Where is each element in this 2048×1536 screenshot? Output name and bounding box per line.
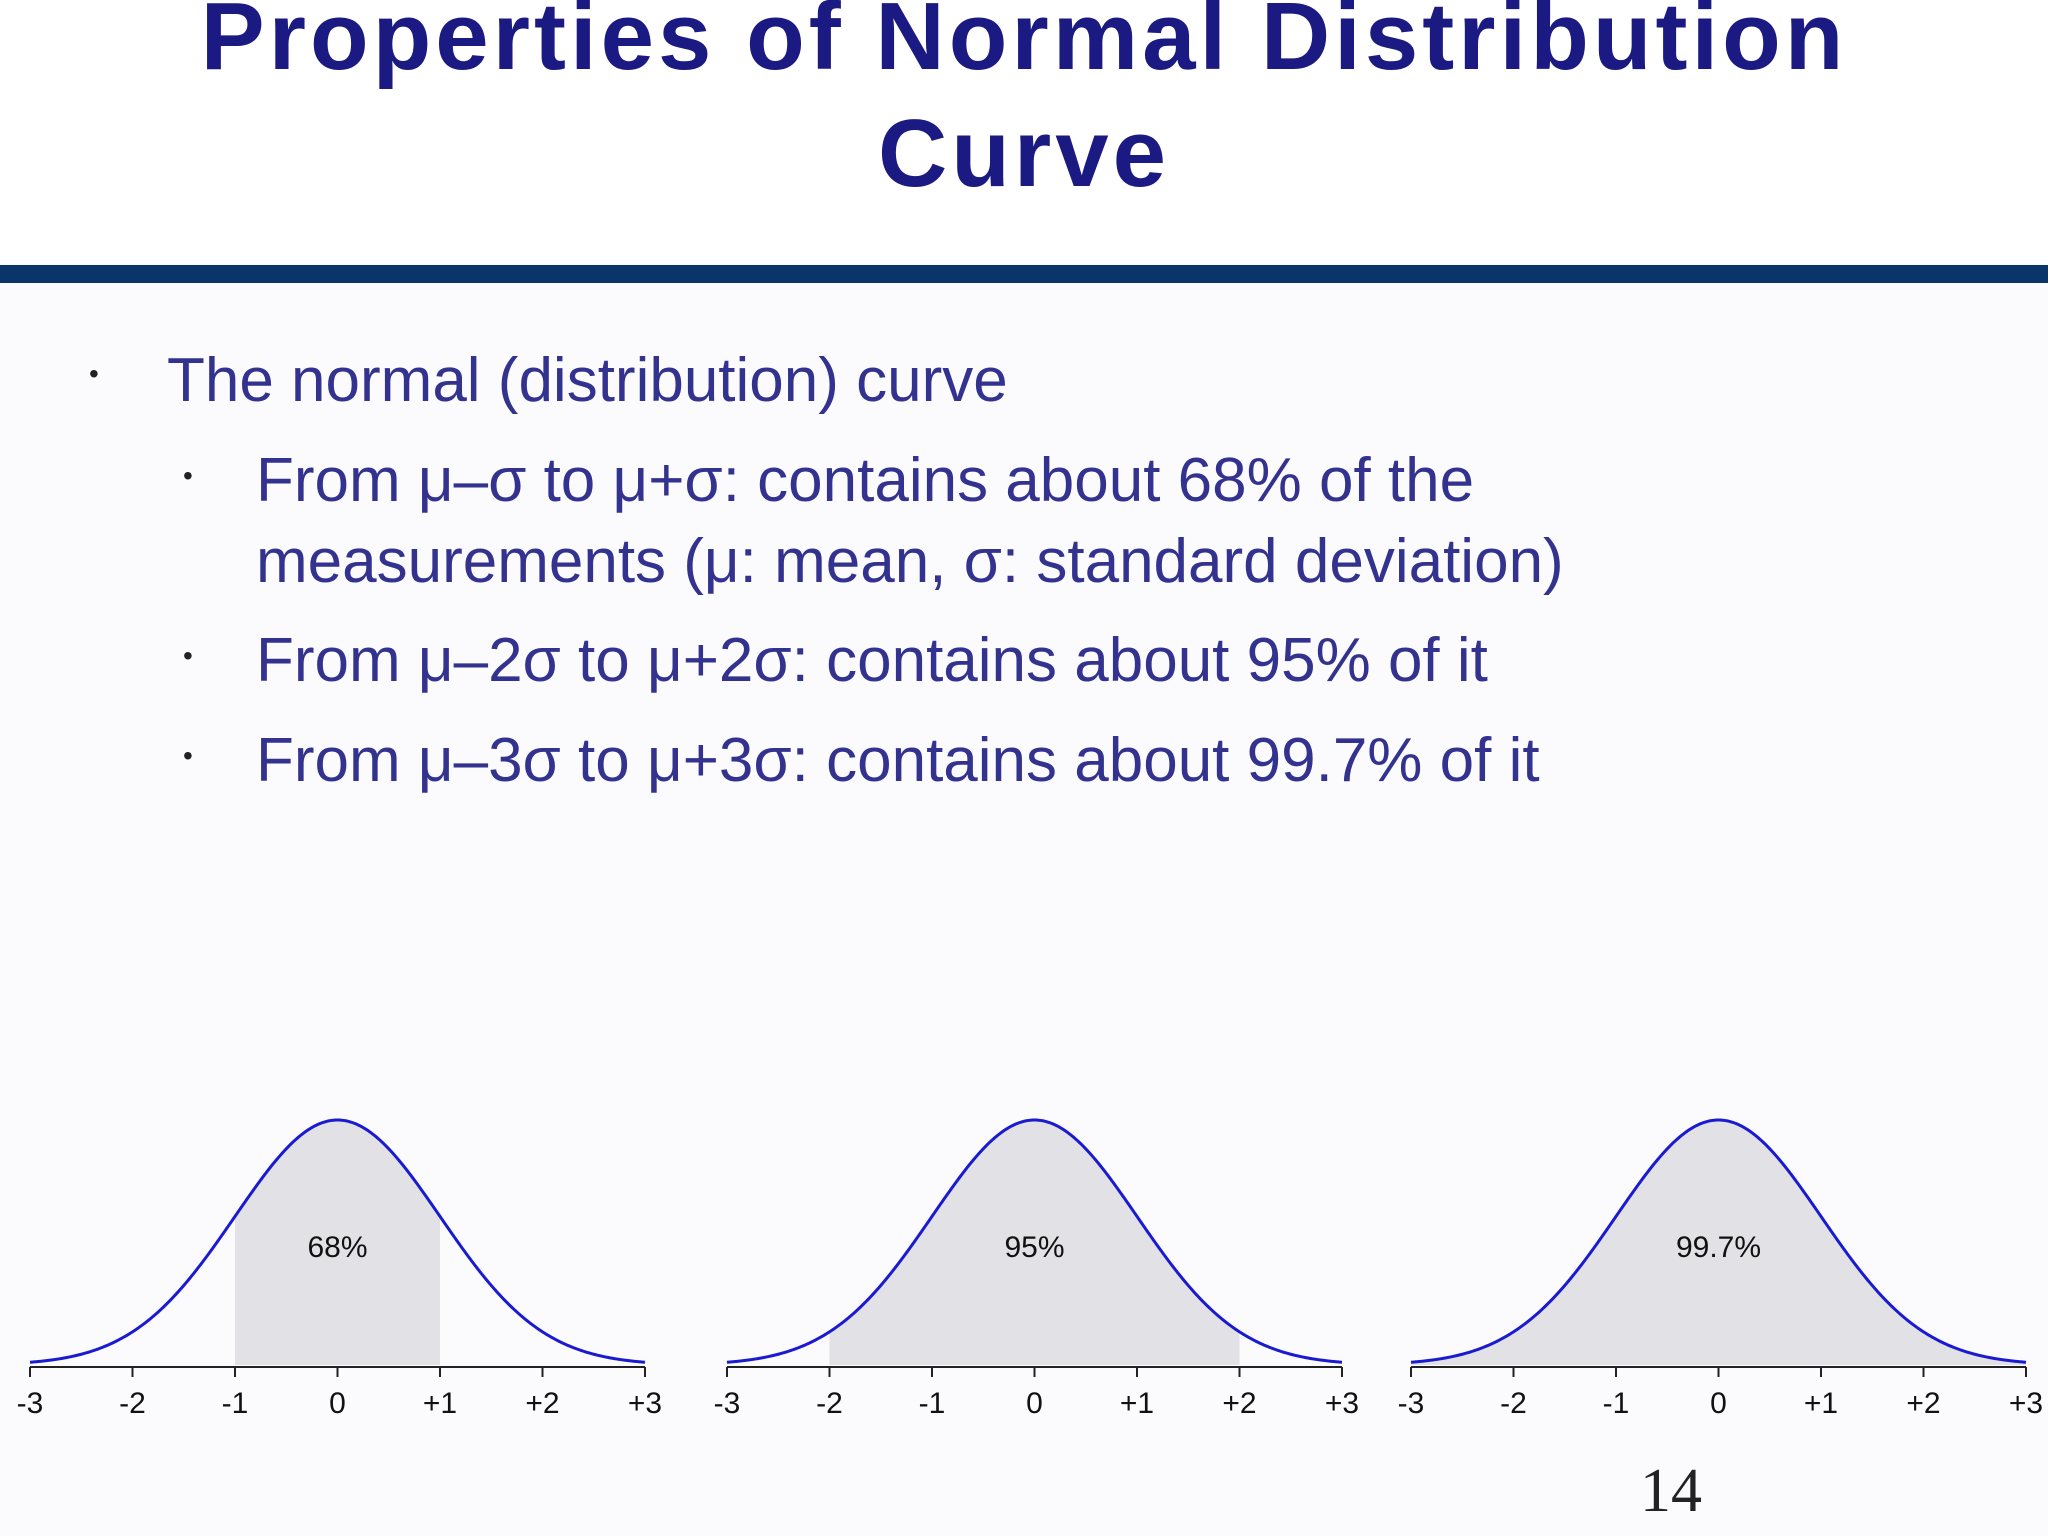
x-tick-label: -2 — [119, 1387, 146, 1420]
x-tick-label: +3 — [2009, 1387, 2043, 1420]
x-tick-label: -1 — [222, 1387, 249, 1420]
normal-curve-chart-95: -3 -2 -1 0 +1 +2 +3 95% — [697, 1095, 1377, 1435]
shaded-area — [829, 1120, 1240, 1365]
x-tick-label: -2 — [816, 1387, 843, 1420]
x-tick-label: -3 — [17, 1387, 44, 1420]
slide-title-line-2: Curve — [877, 100, 1171, 207]
x-tick-label: +1 — [1804, 1387, 1838, 1420]
shaded-area — [1411, 1120, 2026, 1365]
bullet-dot-icon: • — [183, 740, 193, 771]
percentage-label: 68% — [307, 1231, 367, 1264]
chart-svg: -3 -2 -1 0 +1 +2 +3 95% — [714, 1118, 1359, 1420]
sub-bullet-1-line-2: measurements (μ: mean, σ: standard devia… — [256, 527, 1564, 596]
chart-svg: -3 -2 -1 0 +1 +2 +3 99.7% — [1398, 1118, 2043, 1420]
page-number: 14 — [1640, 1457, 1702, 1525]
normal-curve-line — [29, 1118, 646, 1364]
bullet-main: The normal (distribution) curve — [167, 346, 1008, 415]
x-tick-label: +1 — [423, 1387, 457, 1420]
normal-curve-line — [726, 1118, 1343, 1364]
normal-curve-line — [1410, 1118, 2027, 1364]
bullet-dot-icon: • — [183, 460, 193, 491]
shaded-area — [235, 1120, 440, 1365]
normal-curve-chart-68: -3 -2 -1 0 +1 +2 +3 68% — [0, 1095, 680, 1435]
x-tick-label: -2 — [1500, 1387, 1527, 1420]
slide-title-line-1: Properties of Normal Distribution — [200, 0, 1848, 90]
sub-bullet-2: From μ–2σ to μ+2σ: contains about 95% of… — [256, 626, 1488, 695]
percentage-label: 95% — [1004, 1231, 1064, 1264]
sub-bullet-1-line-1: From μ–σ to μ+σ: contains about 68% of t… — [256, 446, 1475, 515]
x-tick-label: +1 — [1120, 1387, 1154, 1420]
x-tick-label: -3 — [1398, 1387, 1425, 1420]
x-tick-label: +2 — [1906, 1387, 1940, 1420]
title-divider — [0, 265, 2048, 283]
x-tick-label: 0 — [1710, 1387, 1727, 1420]
x-tick-label: +3 — [1325, 1387, 1359, 1420]
sub-bullet-3: From μ–3σ to μ+3σ: contains about 99.7% … — [256, 726, 1540, 795]
x-tick-label: -1 — [919, 1387, 946, 1420]
slide-title: Properties of Normal Distribution Curve — [0, 0, 2048, 212]
bullet-dot-icon: • — [89, 358, 99, 389]
bullet-dot-icon: • — [183, 640, 193, 671]
chart-svg: -3 -2 -1 0 +1 +2 +3 68% — [17, 1118, 662, 1420]
percentage-label: 99.7% — [1676, 1231, 1761, 1264]
x-tick-label: -3 — [714, 1387, 741, 1420]
x-tick-label: +2 — [525, 1387, 559, 1420]
x-tick-label: 0 — [1026, 1387, 1043, 1420]
x-tick-label: 0 — [329, 1387, 346, 1420]
normal-curve-chart-997: -3 -2 -1 0 +1 +2 +3 99.7% — [1381, 1095, 2048, 1435]
x-tick-label: -1 — [1603, 1387, 1630, 1420]
bullet-list: • The normal (distribution) curve • From… — [89, 346, 1564, 795]
x-tick-label: +3 — [628, 1387, 662, 1420]
x-tick-label: +2 — [1222, 1387, 1256, 1420]
